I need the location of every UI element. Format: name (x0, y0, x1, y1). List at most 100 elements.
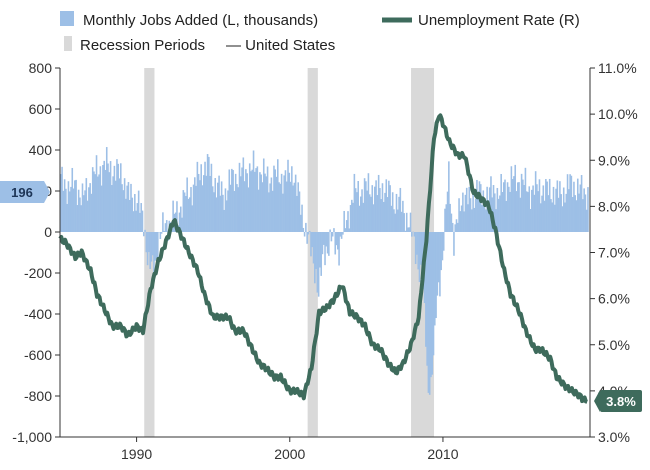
jobs-bar (347, 211, 349, 232)
callout-jobs-arrow (44, 181, 50, 203)
jobs-bar (210, 163, 213, 232)
jobs-bar (277, 159, 279, 232)
jobs-bar (418, 232, 421, 283)
jobs-bar (437, 232, 440, 283)
jobs-bar (570, 175, 573, 232)
jobs-bar (492, 185, 495, 232)
jobs-bar (474, 198, 477, 232)
jobs-bar (299, 214, 302, 232)
jobs-bar (393, 209, 395, 232)
jobs-bar (501, 192, 504, 232)
jobs-bar (467, 204, 469, 232)
jobs-bar (250, 171, 252, 232)
jobs-bar (310, 232, 312, 257)
jobs-bar (305, 222, 307, 232)
jobs-bar (65, 188, 67, 232)
y-left-tick-label: -200 (24, 265, 52, 281)
jobs-bar (154, 232, 157, 261)
rate-line-layer (58, 113, 588, 404)
jobs-bar (428, 232, 431, 395)
jobs-bar (80, 205, 83, 232)
jobs-bar (396, 209, 399, 232)
jobs-bar (206, 154, 209, 232)
jobs-bar (213, 192, 215, 232)
jobs-bar (550, 199, 552, 232)
jobs-bar (72, 188, 75, 232)
jobs-bar (185, 196, 187, 232)
jobs-bar (285, 181, 288, 232)
jobs-bar (116, 159, 118, 232)
plot-area (58, 68, 591, 438)
jobs-bar (454, 224, 457, 232)
jobs-bar (417, 232, 419, 270)
jobs-bar (565, 193, 568, 232)
jobs-bar (386, 197, 389, 232)
jobs-bar (388, 180, 390, 232)
jobs-bar (245, 169, 247, 232)
jobs-bar (248, 163, 251, 232)
jobs-bar (578, 193, 580, 232)
jobs-bar (294, 174, 297, 232)
jobs-bar (199, 180, 201, 232)
jobs-bar (522, 179, 524, 232)
jobs-bar (232, 170, 234, 232)
jobs-bar (464, 194, 467, 232)
y-left-tick-label: 400 (29, 142, 53, 158)
jobs-bar (450, 213, 453, 232)
jobs-bar (123, 178, 126, 232)
jobs-bar (407, 227, 409, 232)
jobs-bar (389, 185, 391, 232)
jobs-bar (357, 180, 360, 232)
jobs-bar (379, 188, 381, 232)
jobs-bar (366, 190, 368, 232)
jobs-bar (201, 185, 204, 232)
jobs-bar (486, 186, 488, 232)
y-left-tick-label: 0 (44, 224, 52, 240)
jobs-bar (390, 205, 393, 232)
jobs-bar (145, 232, 148, 253)
jobs-bar (451, 222, 454, 232)
legend-label-rate: Unemployment Rate (R) (418, 12, 580, 29)
y-right-ticks: 11.0%10.0%9.0%8.0%7.0%6.0%5.0%4.0%3.0% (590, 60, 638, 445)
jobs-bar (505, 200, 508, 232)
jobs-bar (432, 232, 435, 356)
jobs-bar (552, 186, 555, 232)
jobs-bar (283, 175, 285, 232)
jobs-bar (70, 186, 72, 232)
jobs-bar (192, 184, 195, 232)
jobs-bar (370, 196, 372, 232)
jobs-bar (421, 232, 423, 286)
jobs-bar (426, 232, 428, 366)
jobs-bar (190, 187, 192, 232)
legend-label-jobs: Monthly Jobs Added (L, thousands) (83, 12, 318, 29)
jobs-bar (382, 201, 385, 232)
jobs-bar (296, 195, 298, 232)
jobs-bar (377, 174, 380, 232)
jobs-bar (105, 147, 108, 232)
jobs-bar (566, 174, 569, 232)
legend-item-jobs: Monthly Jobs Added (L, thousands) (60, 11, 318, 29)
jobs-bar (427, 232, 430, 393)
jobs-bar (402, 200, 404, 232)
jobs-bar (548, 178, 551, 232)
jobs-bar (209, 175, 211, 232)
y-right-tick-label: 7.0% (598, 245, 630, 261)
jobs-bar (409, 212, 412, 232)
jobs-bar (356, 192, 358, 232)
jobs-bar (469, 198, 472, 232)
jobs-bar (416, 232, 418, 255)
jobs-bar (440, 232, 442, 271)
jobs-bar (434, 232, 436, 326)
jobs-bar (342, 232, 344, 235)
jobs-bar (163, 231, 165, 232)
jobs-bar (448, 161, 450, 232)
jobs-bar (485, 209, 487, 232)
jobs-bar (261, 182, 264, 232)
jobs-bar (306, 232, 308, 244)
jobs-bar (308, 230, 311, 232)
jobs-bar (325, 232, 328, 247)
jobs-bar (435, 232, 437, 319)
jobs-bar (140, 203, 142, 232)
y-right-tick-label: 8.0% (598, 198, 630, 214)
